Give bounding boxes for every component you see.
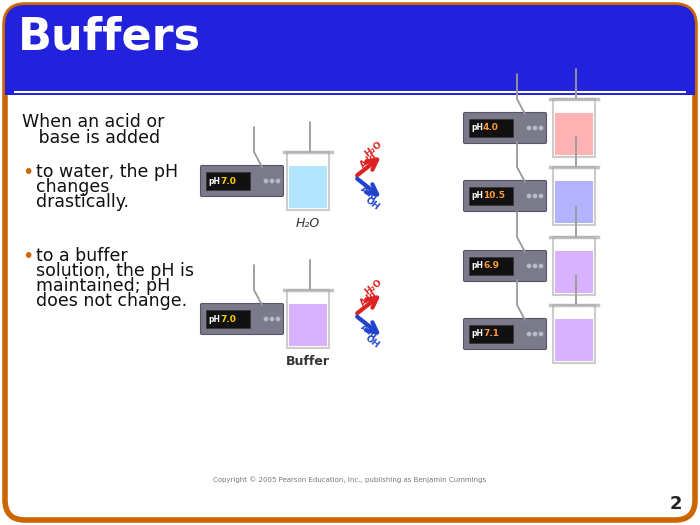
Text: Buffer: Buffer	[286, 355, 330, 368]
Text: to water, the pH: to water, the pH	[36, 163, 178, 181]
Bar	[555, 251, 593, 293]
Text: H₂O: H₂O	[363, 278, 384, 297]
Circle shape	[538, 125, 543, 131]
Circle shape	[538, 194, 543, 198]
Circle shape	[263, 178, 269, 184]
Circle shape	[276, 178, 281, 184]
Bar	[469, 187, 513, 205]
Text: solution, the pH is: solution, the pH is	[36, 262, 194, 280]
Text: pH: pH	[471, 123, 483, 132]
Text: Add: Add	[359, 322, 379, 341]
Text: OH: OH	[363, 333, 381, 350]
Circle shape	[526, 331, 531, 337]
Circle shape	[526, 264, 531, 268]
FancyBboxPatch shape	[5, 5, 695, 520]
Text: OH: OH	[363, 195, 381, 212]
Bar	[553, 99, 595, 157]
Bar	[287, 290, 329, 348]
Text: Add: Add	[359, 289, 379, 308]
Circle shape	[276, 317, 281, 321]
Circle shape	[533, 331, 538, 337]
FancyBboxPatch shape	[463, 250, 547, 281]
Text: does not change.: does not change.	[36, 292, 187, 310]
Circle shape	[538, 331, 543, 337]
Bar	[289, 304, 327, 346]
Text: When an acid or: When an acid or	[22, 113, 164, 131]
Text: 4.0: 4.0	[483, 123, 499, 132]
Bar	[287, 152, 329, 210]
Text: •: •	[22, 247, 34, 266]
Text: Add: Add	[359, 152, 379, 170]
Text: Copyright © 2005 Pearson Education, Inc., publishing as Benjamin Cummings: Copyright © 2005 Pearson Education, Inc.…	[214, 476, 486, 483]
Bar	[553, 305, 595, 363]
Text: 2: 2	[669, 495, 682, 513]
Circle shape	[533, 264, 538, 268]
Text: base is added: base is added	[22, 129, 160, 147]
Circle shape	[270, 178, 274, 184]
Bar	[555, 319, 593, 361]
Bar	[553, 237, 595, 295]
Text: pH: pH	[208, 176, 220, 185]
Text: pH: pH	[471, 330, 483, 339]
Circle shape	[526, 194, 531, 198]
Bar	[469, 257, 513, 275]
Bar	[206, 310, 250, 328]
Bar	[555, 181, 593, 223]
FancyBboxPatch shape	[463, 112, 547, 143]
Circle shape	[533, 125, 538, 131]
Text: 7.0: 7.0	[220, 176, 236, 185]
Text: 7.0: 7.0	[220, 314, 236, 323]
Bar	[206, 172, 250, 190]
Circle shape	[263, 317, 269, 321]
Text: Buffers: Buffers	[18, 16, 201, 58]
Bar	[289, 166, 327, 208]
FancyBboxPatch shape	[5, 5, 695, 95]
Text: 7.1: 7.1	[483, 330, 499, 339]
Text: •: •	[22, 163, 34, 182]
FancyBboxPatch shape	[463, 181, 547, 212]
Bar	[469, 325, 513, 343]
Bar	[469, 119, 513, 137]
Text: drastically.: drastically.	[36, 193, 129, 211]
Text: pH: pH	[471, 261, 483, 270]
Text: H₂O: H₂O	[363, 140, 384, 159]
Circle shape	[538, 264, 543, 268]
Bar	[553, 167, 595, 225]
Text: maintained; pH: maintained; pH	[36, 277, 170, 295]
Text: Add: Add	[359, 184, 379, 203]
Circle shape	[270, 317, 274, 321]
Text: H₂O: H₂O	[296, 217, 320, 230]
FancyBboxPatch shape	[463, 319, 547, 350]
Text: 6.9: 6.9	[483, 261, 499, 270]
Text: pH: pH	[471, 192, 483, 201]
Text: changes: changes	[36, 178, 109, 196]
Bar	[555, 113, 593, 155]
Text: pH: pH	[208, 314, 220, 323]
Circle shape	[533, 194, 538, 198]
Circle shape	[526, 125, 531, 131]
Text: 10.5: 10.5	[483, 192, 505, 201]
Text: to a buffer: to a buffer	[36, 247, 127, 265]
FancyBboxPatch shape	[200, 165, 284, 196]
FancyBboxPatch shape	[200, 303, 284, 334]
Bar	[5, 70, 695, 95]
